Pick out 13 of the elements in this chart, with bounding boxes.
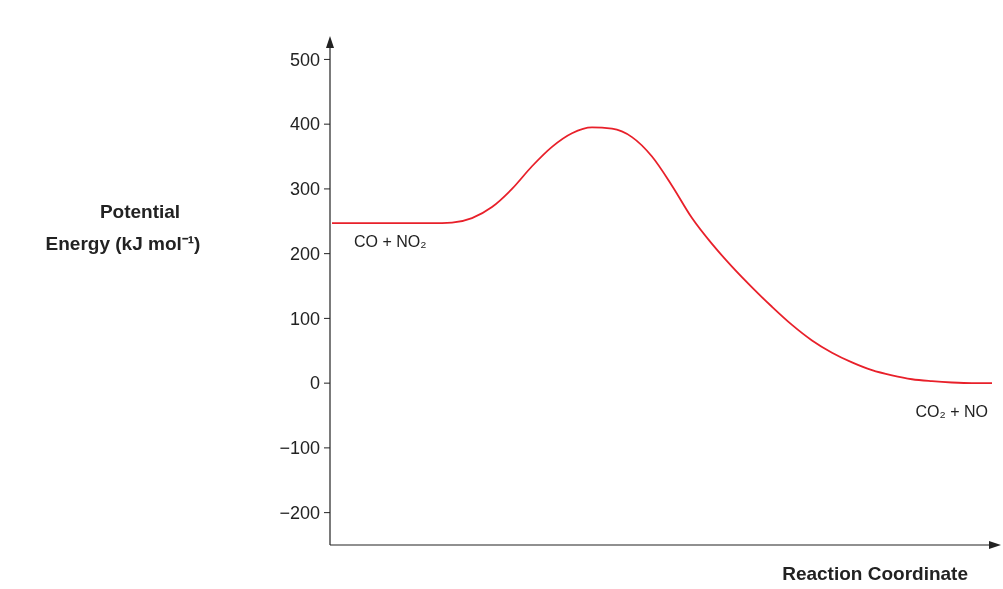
y-tick-label: 0	[309, 373, 320, 394]
y-tick-label: 300	[289, 179, 320, 200]
y-tick-label: 200	[289, 243, 320, 264]
y-tick-label: −100	[279, 438, 320, 459]
y-tick-label: 400	[289, 114, 320, 135]
annotation: CO + NO₂	[354, 233, 427, 251]
line-series	[331, 126, 993, 385]
y-tick-label: −200	[279, 502, 320, 523]
y-axis-title: Potential Energy (kJ mol⁻¹)	[45, 201, 201, 254]
annotation: CO₂ + NO	[915, 403, 988, 421]
y-tick-label: 500	[289, 49, 320, 70]
x-axis-title: Reaction Coordinate	[782, 563, 968, 584]
y-tick-label: 100	[289, 308, 320, 329]
